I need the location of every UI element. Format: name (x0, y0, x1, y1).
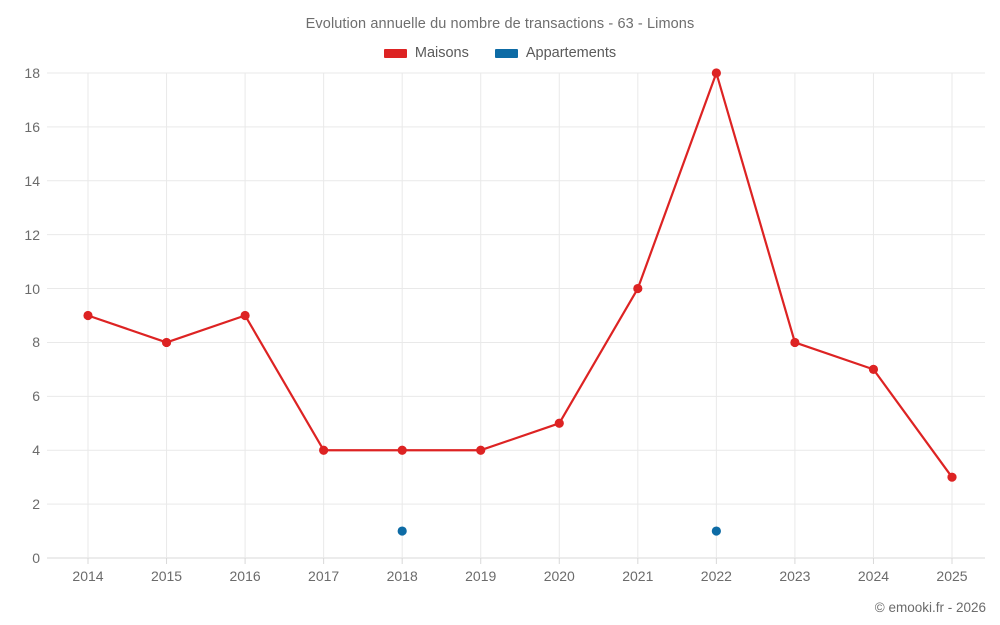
data-point-maisons-2022[interactable] (711, 68, 721, 78)
x-tick-label-2024: 2024 (857, 568, 890, 584)
data-point-maisons-2021[interactable] (633, 283, 643, 294)
legend-item-maisons[interactable]: Maisons (383, 45, 469, 61)
x-axis-tick-labels: 2014 2015 2016 2017 2018 2019 2020 2021 2022 2023… (47, 568, 985, 590)
legend-swatch-maisons (383, 48, 407, 58)
y-tick-label-4: 4 (32, 442, 40, 459)
data-point-maisons-2024[interactable] (868, 364, 879, 374)
x-tick-label-2025: 2025 (936, 568, 968, 584)
x-tick-label-2023: 2023 (779, 568, 811, 584)
data-point-maisons-2025[interactable] (947, 472, 957, 482)
y-tick-label-14: 14 (24, 172, 40, 189)
data-point-maisons-2018[interactable] (397, 445, 407, 455)
data-point-maisons-2017[interactable] (319, 445, 329, 455)
x-tick-label-2014: 2014 (72, 568, 104, 584)
series-appartements (397, 526, 721, 536)
data-point-maisons-2019[interactable] (476, 445, 486, 455)
x-tick-label-2015: 2015 (150, 568, 183, 584)
data-point-appartements-2022[interactable] (711, 526, 721, 536)
legend-item-appartements[interactable]: Appartements (494, 45, 617, 61)
data-point-maisons-2020[interactable] (554, 418, 564, 428)
y-tick-label-10: 10 (24, 280, 40, 297)
y-axis-tick-labels: 0 2 4 6 8 10 12 14 16 18 (0, 65, 40, 566)
legend-label-maisons: Maisons (414, 45, 469, 61)
y-tick-label-6: 6 (32, 388, 40, 405)
x-tick-label-2016: 2016 (229, 568, 261, 584)
x-tick-label-2017: 2017 (308, 568, 340, 584)
footer-credit: © emooki.fr - 2026 (874, 600, 986, 615)
data-point-maisons-2014[interactable] (83, 310, 93, 321)
data-point-maisons-2016[interactable] (240, 310, 250, 321)
plot-area (47, 68, 985, 564)
y-tick-label-12: 12 (24, 226, 40, 243)
series-line-maisons (86, 71, 954, 479)
grid-lines (47, 72, 985, 559)
data-point-maisons-2015[interactable] (161, 337, 172, 348)
y-tick-label-0: 0 (32, 550, 40, 566)
x-tick-label-2021: 2021 (622, 568, 654, 584)
x-tick-label-2020: 2020 (543, 568, 575, 584)
series-maisons (83, 68, 957, 482)
plot-svg (47, 68, 985, 564)
x-tick-label-2022: 2022 (700, 568, 732, 584)
chart-title: Evolution annuelle du nombre de transact… (305, 16, 695, 32)
x-tick-label-2019: 2019 (465, 568, 497, 584)
y-tick-label-2: 2 (32, 496, 40, 513)
legend-swatch-appartements (494, 48, 518, 58)
y-tick-label-16: 16 (24, 118, 40, 135)
grid-lines-vertical (87, 73, 953, 564)
x-tick-label-2018: 2018 (386, 568, 418, 584)
y-tick-label-18: 18 (24, 65, 40, 81)
chart-legend: Maisons Appartements (0, 45, 1000, 61)
data-point-maisons-2023[interactable] (790, 337, 800, 348)
legend-label-appartements: Appartements (525, 45, 617, 61)
y-tick-label-8: 8 (32, 334, 40, 351)
data-point-appartements-2018[interactable] (397, 526, 407, 536)
